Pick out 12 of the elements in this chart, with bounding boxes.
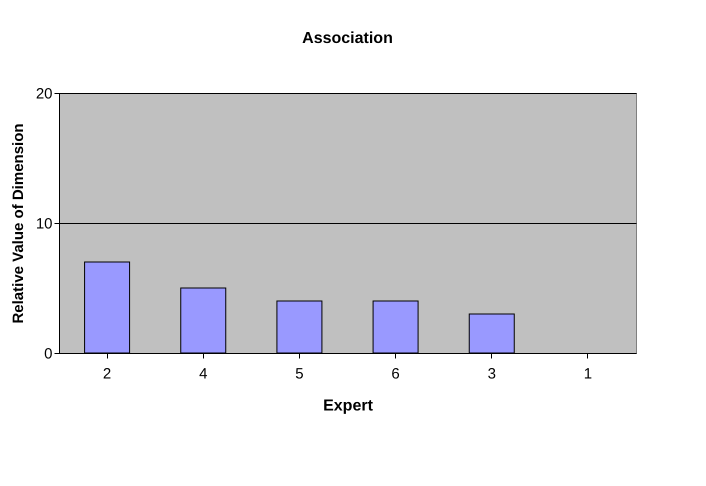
y-tick-label: 0 [44, 346, 52, 362]
y-axis-title: Relative Value of Dimension [10, 123, 27, 324]
x-tick-label: 3 [488, 366, 496, 382]
y-tick-label: 10 [36, 216, 52, 232]
x-tick-label: 6 [391, 366, 400, 382]
y-tick-label: 20 [36, 86, 52, 102]
x-tick-label: 4 [199, 366, 208, 382]
x-tick-label: 5 [295, 366, 304, 382]
x-axis-title: Expert [323, 398, 374, 414]
chart-title: Association [302, 30, 393, 47]
x-tick-label: 2 [102, 366, 112, 382]
x-tick-label: 1 [584, 366, 592, 382]
